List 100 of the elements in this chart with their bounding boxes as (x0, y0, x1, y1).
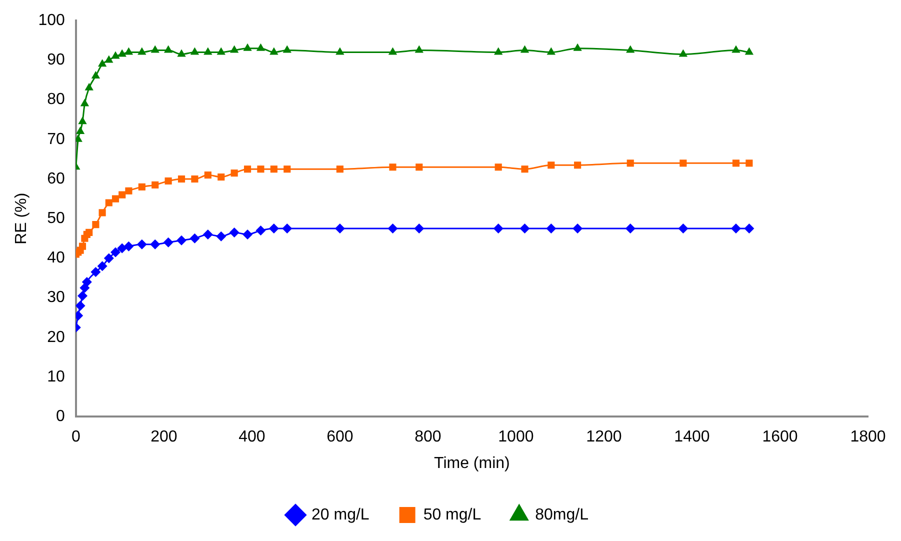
point (98, 59, 107, 67)
y-tick-label: 10 (47, 368, 65, 386)
x-tick-label: 1000 (498, 428, 534, 446)
point (678, 49, 688, 57)
point (90, 267, 101, 278)
point (150, 45, 160, 53)
y-tick-label: 0 (56, 408, 65, 426)
point (178, 175, 186, 183)
x-tick-label: 0 (71, 428, 80, 446)
x-axis-title: Time (min) (434, 454, 510, 472)
point (546, 224, 556, 234)
point (256, 225, 266, 236)
y-tick-label: 50 (47, 210, 65, 228)
point (574, 162, 582, 169)
point (86, 228, 93, 236)
point (176, 235, 187, 246)
point (76, 300, 86, 311)
x-tick-label: 400 (238, 428, 266, 446)
x-tick-label: 1200 (586, 428, 622, 446)
point (494, 164, 502, 171)
x-tick-label: 200 (150, 428, 178, 446)
point (163, 237, 174, 248)
point (242, 229, 253, 240)
point (494, 47, 503, 55)
point (388, 47, 398, 55)
point (268, 224, 279, 234)
point (680, 160, 687, 167)
point (626, 160, 634, 167)
y-tick-label: 90 (47, 52, 65, 69)
point (91, 71, 100, 79)
point (520, 224, 530, 234)
point (744, 47, 754, 55)
point (97, 261, 108, 272)
point (229, 227, 240, 238)
point (104, 253, 114, 264)
x-tick-label: 600 (326, 428, 354, 446)
y-tick-label: 20 (47, 328, 65, 346)
point (744, 224, 754, 234)
point (202, 229, 213, 240)
point (257, 166, 264, 173)
point (230, 170, 238, 177)
point (334, 224, 345, 234)
point (118, 49, 126, 57)
point (270, 47, 278, 55)
point (626, 45, 635, 53)
point (138, 183, 146, 190)
point (244, 166, 252, 173)
point (124, 241, 134, 252)
point (270, 166, 278, 173)
y-tick-label: 80 (47, 91, 65, 108)
point (104, 55, 114, 63)
point (521, 166, 528, 173)
point (136, 239, 147, 250)
x-tick-label: 800 (414, 428, 442, 446)
point (216, 47, 226, 55)
point (77, 290, 88, 301)
point (190, 233, 200, 244)
point (84, 82, 94, 90)
point (243, 43, 252, 51)
x-tick-label: 1600 (762, 428, 798, 446)
point (98, 209, 106, 216)
point (388, 224, 398, 234)
point (164, 45, 173, 53)
y-axis-title: RE (%) (13, 192, 30, 244)
point (230, 45, 239, 53)
point (78, 116, 87, 124)
point (105, 199, 112, 206)
point (572, 224, 583, 234)
y-tick-label: 70 (47, 130, 65, 148)
point (92, 221, 100, 228)
point (150, 239, 160, 250)
point (76, 126, 85, 134)
point (282, 224, 292, 234)
point (112, 195, 120, 202)
point (416, 164, 423, 171)
point (732, 160, 740, 167)
x-tick-label: 1400 (674, 428, 710, 446)
point (389, 164, 396, 171)
y-tick-label: 100 (38, 12, 65, 30)
point (678, 224, 688, 234)
legend-label: 80mg/L (535, 506, 589, 524)
point (125, 187, 132, 194)
legend-label: 20 mg/L (312, 506, 370, 524)
y-tick-label: 60 (47, 170, 65, 188)
point (204, 47, 212, 55)
y-tick-label: 40 (47, 250, 65, 267)
point (573, 43, 582, 51)
point (282, 45, 292, 53)
point (82, 276, 92, 287)
point (520, 45, 530, 53)
point (732, 45, 740, 53)
point (191, 175, 198, 183)
point (164, 177, 172, 185)
x-tick-label: 1800 (850, 428, 886, 446)
point (118, 191, 126, 198)
point (493, 224, 504, 234)
point (177, 49, 186, 57)
point (110, 247, 120, 258)
point (124, 47, 134, 55)
point (78, 242, 86, 250)
